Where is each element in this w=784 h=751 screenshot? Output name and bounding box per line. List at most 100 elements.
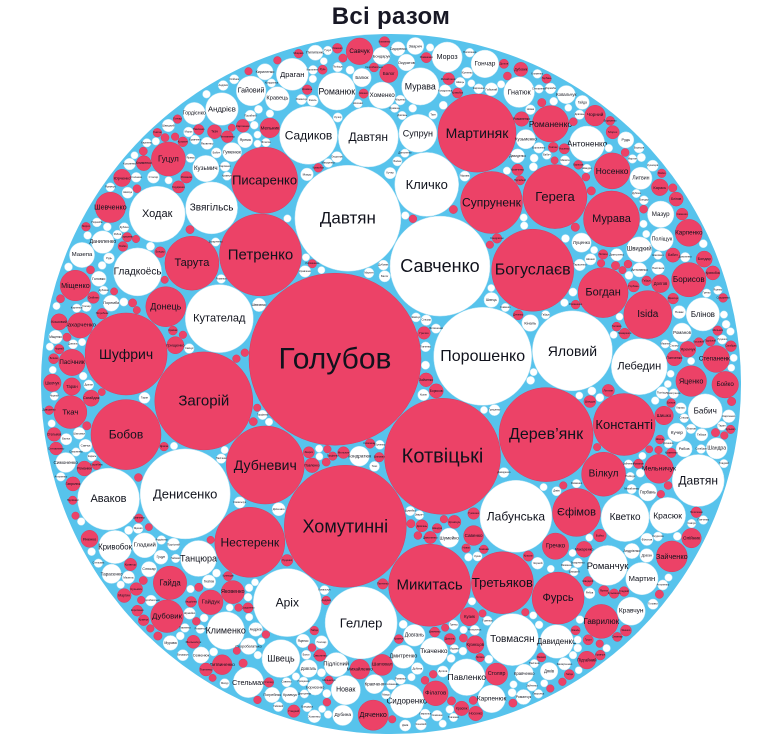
svg-text:Гладкий: Гладкий xyxy=(134,541,156,548)
svg-text:Савенко: Савенко xyxy=(677,212,688,216)
svg-text:Гуцул: Гуцул xyxy=(157,555,166,559)
svg-text:Аріх: Аріх xyxy=(276,596,299,610)
svg-text:Мельничук: Мельничук xyxy=(186,640,202,644)
svg-text:Дубина: Дубина xyxy=(632,191,642,195)
svg-text:Борисенко: Борисенко xyxy=(306,685,324,689)
svg-text:Савенко: Савенко xyxy=(500,305,511,309)
svg-text:Драган: Драган xyxy=(160,444,169,448)
svg-text:Бойко: Бойко xyxy=(119,244,127,248)
svg-text:Підгайний: Підгайний xyxy=(577,658,597,663)
svg-text:Довгань: Довгань xyxy=(405,632,424,638)
svg-text:Кузьмич: Кузьмич xyxy=(178,139,189,143)
svg-text:Гайдук: Гайдук xyxy=(697,433,707,437)
svg-text:Міщенко: Міщенко xyxy=(293,51,304,55)
svg-text:Окуратов: Окуратов xyxy=(398,60,415,65)
svg-text:Гайовий: Гайовий xyxy=(273,704,283,708)
svg-text:Ковальчук: Ковальчук xyxy=(233,500,246,504)
svg-text:Кучер: Кучер xyxy=(334,115,342,119)
svg-text:Шаповал: Шаповал xyxy=(374,455,385,459)
svg-text:Денисенко: Денисенко xyxy=(153,486,217,501)
svg-text:Шишко: Шишко xyxy=(657,413,672,418)
svg-text:Єфімов: Єфімов xyxy=(557,506,596,518)
svg-text:Шандра: Шандра xyxy=(432,526,442,530)
svg-text:Клименко: Клименко xyxy=(206,626,246,636)
svg-text:Нестеренк: Нестеренк xyxy=(220,535,279,549)
svg-text:Давтян: Давтян xyxy=(678,474,718,488)
svg-text:Луценко: Луценко xyxy=(573,240,591,245)
svg-text:Швидкий: Швидкий xyxy=(627,246,652,253)
svg-text:Савчук: Савчук xyxy=(349,48,370,55)
svg-text:Сидоренко: Сидоренко xyxy=(390,47,407,51)
svg-text:Кириленко: Кириленко xyxy=(256,70,275,74)
svg-text:Лебедин: Лебедин xyxy=(617,361,661,373)
svg-text:Підлісний: Підлісний xyxy=(704,339,716,343)
svg-text:Гайовий: Гайовий xyxy=(486,87,498,91)
svg-text:Супрун: Супрун xyxy=(403,128,433,138)
svg-text:Гуменюк: Гуменюк xyxy=(468,511,479,515)
svg-text:Драган: Драган xyxy=(642,554,653,558)
svg-text:Поліщук: Поліщук xyxy=(652,237,673,243)
svg-text:Підгайний: Підгайний xyxy=(514,178,527,182)
svg-text:Павленко: Павленко xyxy=(193,127,205,131)
svg-text:Мазур: Мазур xyxy=(221,681,229,685)
svg-text:Шевчук: Шевчук xyxy=(123,190,133,194)
svg-text:Блінов: Блінов xyxy=(667,401,676,405)
svg-text:Фурсь: Фурсь xyxy=(543,592,574,604)
svg-text:Романюк: Романюк xyxy=(216,276,228,280)
svg-text:Карпенко: Карпенко xyxy=(141,140,153,144)
svg-text:Бабич: Бабич xyxy=(668,253,678,257)
svg-text:Поліщук: Поліщук xyxy=(333,65,344,69)
svg-text:Підгайний: Підгайний xyxy=(244,113,257,117)
svg-text:Кіналь: Кіналь xyxy=(572,628,580,632)
svg-text:Карпенко: Карпенко xyxy=(675,229,703,236)
svg-text:Філатов: Філатов xyxy=(686,426,696,430)
svg-text:Кузьменко: Кузьменко xyxy=(608,591,621,595)
svg-text:Литвин: Литвин xyxy=(599,252,608,256)
svg-text:Литвин: Литвин xyxy=(604,389,614,393)
svg-text:Дяченко: Дяченко xyxy=(513,312,524,316)
svg-text:Яремчук: Яремчук xyxy=(105,185,116,189)
svg-text:Ткаченко: Ткаченко xyxy=(448,715,459,719)
svg-text:Чорний: Чорний xyxy=(587,111,604,118)
svg-text:Мельник: Мельник xyxy=(261,125,280,130)
svg-text:Кривобок: Кривобок xyxy=(98,543,132,552)
svg-text:Швець: Швець xyxy=(456,80,465,84)
svg-text:Бондарук: Бондарук xyxy=(177,653,189,657)
svg-text:Гуцул: Гуцул xyxy=(158,155,179,164)
svg-text:Захарченко: Захарченко xyxy=(571,560,585,564)
svg-text:Ярема: Ярема xyxy=(240,138,251,142)
svg-text:Шевченко: Шевченко xyxy=(429,630,441,634)
svg-text:Зварич: Зварич xyxy=(304,450,313,454)
svg-text:Кравчун: Кравчун xyxy=(222,174,232,178)
svg-text:Карась: Карась xyxy=(653,185,666,190)
svg-text:Зайченко: Зайченко xyxy=(419,378,433,382)
svg-text:Дяченко: Дяченко xyxy=(360,711,387,719)
svg-text:Гладкий: Гладкий xyxy=(619,589,629,593)
svg-text:Хомутинні: Хомутинні xyxy=(303,516,389,536)
svg-text:Кветко: Кветко xyxy=(610,512,641,523)
svg-text:Кучер: Кучер xyxy=(386,171,394,175)
svg-text:Блінов: Блінов xyxy=(671,197,681,201)
svg-text:Хоменко: Хоменко xyxy=(369,92,395,99)
svg-text:Ходак: Ходак xyxy=(142,208,173,220)
svg-text:Писаренко: Писаренко xyxy=(232,173,297,188)
svg-text:Бойко: Бойко xyxy=(658,171,666,175)
svg-text:Карась: Карась xyxy=(677,406,686,410)
svg-text:Кондратюк: Кондратюк xyxy=(265,81,279,85)
svg-text:Гайда: Гайда xyxy=(578,100,587,104)
svg-text:Дубина: Дубина xyxy=(335,712,352,718)
svg-text:Кіналь: Кіналь xyxy=(524,321,536,326)
svg-text:Тарасенко: Тарасенко xyxy=(121,235,134,239)
svg-text:Гайда: Гайда xyxy=(159,578,181,587)
svg-text:Столяр: Столяр xyxy=(488,671,506,677)
svg-text:Пасічник: Пасічник xyxy=(652,266,665,270)
svg-text:Бондар: Бондар xyxy=(639,198,649,202)
svg-text:Isida: Isida xyxy=(637,309,659,320)
svg-text:Погребняк: Погребняк xyxy=(96,311,109,315)
svg-text:Карпенюк: Карпенюк xyxy=(477,695,507,702)
svg-text:Тарасенко: Тарасенко xyxy=(101,571,123,576)
svg-text:Швидкий: Швидкий xyxy=(162,124,175,128)
svg-text:Карпенюк: Карпенюк xyxy=(473,86,486,90)
svg-text:Мазепа: Мазепа xyxy=(560,158,570,162)
svg-text:Столяр: Столяр xyxy=(265,680,274,684)
